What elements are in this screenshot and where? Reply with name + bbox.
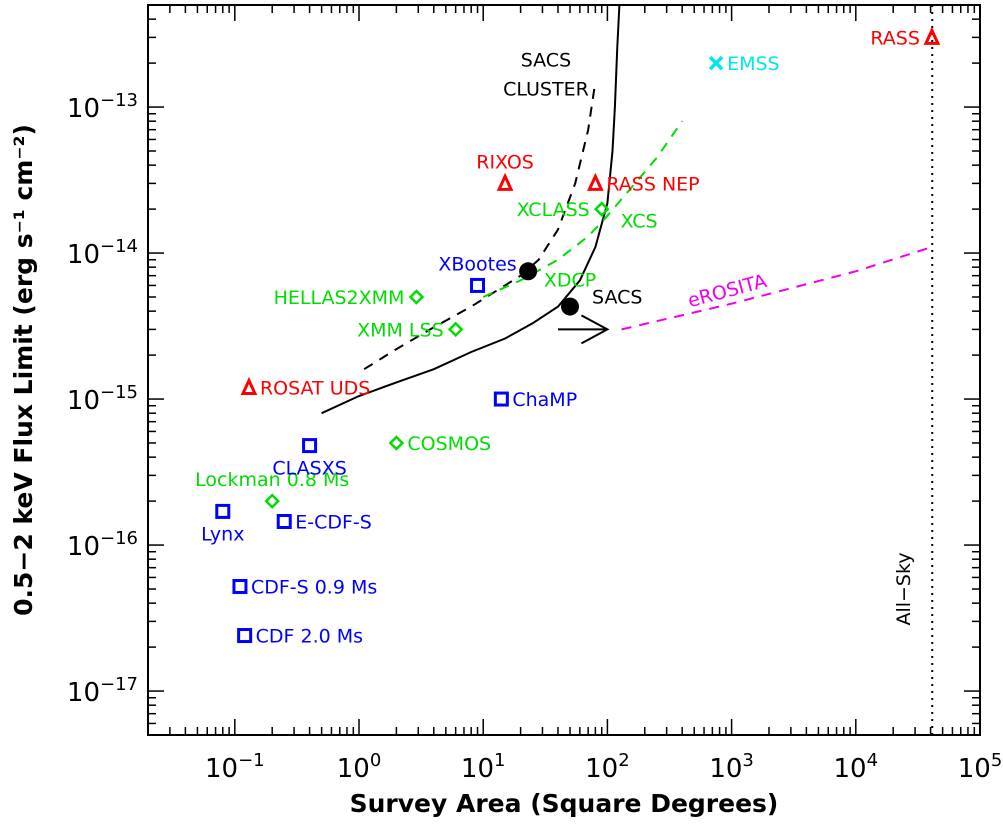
label-rixos: RIXOS xyxy=(476,151,534,173)
x-tick-label: 102 xyxy=(585,750,630,784)
curve-erosita xyxy=(621,246,933,331)
label-rass: RASS xyxy=(870,27,920,49)
label-cdf-s-0-9-ms: CDF-S 0.9 Ms xyxy=(251,577,377,599)
point-lynx xyxy=(215,503,231,519)
x-tick-label: 103 xyxy=(709,750,754,784)
y-tick-label: 10−16 xyxy=(67,528,138,562)
x-tick-label: 101 xyxy=(461,750,506,784)
label-clasxs: CLASXS xyxy=(272,458,346,480)
curves-layer xyxy=(321,4,933,415)
point-clasxs xyxy=(302,438,318,454)
label-emss: EMSS xyxy=(727,53,780,75)
point-emss xyxy=(708,55,724,71)
label-rosat-uds: ROSAT UDS xyxy=(260,377,370,399)
label-lynx: Lynx xyxy=(201,523,244,545)
y-tick-label: 10−15 xyxy=(67,382,138,416)
sacs-point xyxy=(519,262,538,281)
label-xmm-lss: XMM LSS xyxy=(357,319,444,341)
label-xbootes: XBootes xyxy=(438,253,516,275)
curve-label-cluster: CLUSTER xyxy=(503,78,589,100)
x-tick-label: 100 xyxy=(337,750,382,784)
label-cdf-2-0-ms: CDF 2.0 Ms xyxy=(256,626,363,648)
all-sky-label: All−Sky xyxy=(893,552,915,625)
label-e-cdf-s: E-CDF-S xyxy=(295,511,372,533)
y-tick-label: 10−17 xyxy=(67,674,138,708)
label-cosmos: COSMOS xyxy=(407,433,491,455)
sacs-arrow xyxy=(557,314,610,345)
point-rass-nep xyxy=(587,172,604,191)
curve-label-sacs: SACS xyxy=(521,49,571,71)
axes-layer: 10−1 100 101 102 103 104 105 10−17 10−16 10−15 10−… xyxy=(67,4,1003,784)
label-rass-nep: RASS NEP xyxy=(606,173,699,195)
point-xmm-lss xyxy=(447,321,464,338)
curve-sacs xyxy=(321,4,621,415)
label-lockman-0-8-ms: Lockman 0.8 Ms xyxy=(195,469,349,491)
point-cosmos xyxy=(388,435,405,451)
curve-label-erosita: eROSITA xyxy=(685,270,769,312)
point-hellas2xmm xyxy=(408,289,425,305)
x-axis-title: Survey Area (Square Degrees) xyxy=(350,789,779,818)
point-cdf-s-0-9-ms xyxy=(232,579,248,595)
labels-layer: All−Sky RASS EMSS RIXOS RASS NEP ROSAT UDS XCL… xyxy=(195,27,920,647)
label-hellas2xmm: HELLAS2XMM xyxy=(274,287,405,309)
point-cdf-2-0-ms xyxy=(237,628,253,644)
curve-label-xcs: XCS xyxy=(621,210,658,232)
point-rixos xyxy=(496,172,514,191)
points-layer xyxy=(215,26,941,644)
curve-label-sacs: SACS xyxy=(592,287,642,309)
point-xbootes xyxy=(470,277,486,293)
x-tick-label: 104 xyxy=(834,750,879,784)
point-lockman-0-8-ms xyxy=(264,493,280,509)
y-tick-label: 10−13 xyxy=(67,90,138,124)
sacs-point xyxy=(561,297,580,316)
curve-xcs xyxy=(482,120,684,298)
y-tick-label: 10−14 xyxy=(67,236,138,270)
label-champ: ChaMP xyxy=(512,389,577,411)
curve-label-xdcp: XDCP xyxy=(544,270,596,292)
point-xclass xyxy=(593,201,610,217)
x-tick-label: 10−1 xyxy=(205,750,265,784)
x-tick-label: 105 xyxy=(958,750,1003,784)
point-rass xyxy=(923,26,941,45)
label-xclass: XCLASS xyxy=(517,199,590,221)
y-axis-title: 0.5−2 keV Flux Limit (erg s⁻¹ cm⁻²) xyxy=(9,124,38,616)
plot-frame xyxy=(147,4,981,736)
point-e-cdf-s xyxy=(276,513,292,529)
point-champ xyxy=(493,391,509,407)
point-rosat-uds xyxy=(240,376,258,395)
